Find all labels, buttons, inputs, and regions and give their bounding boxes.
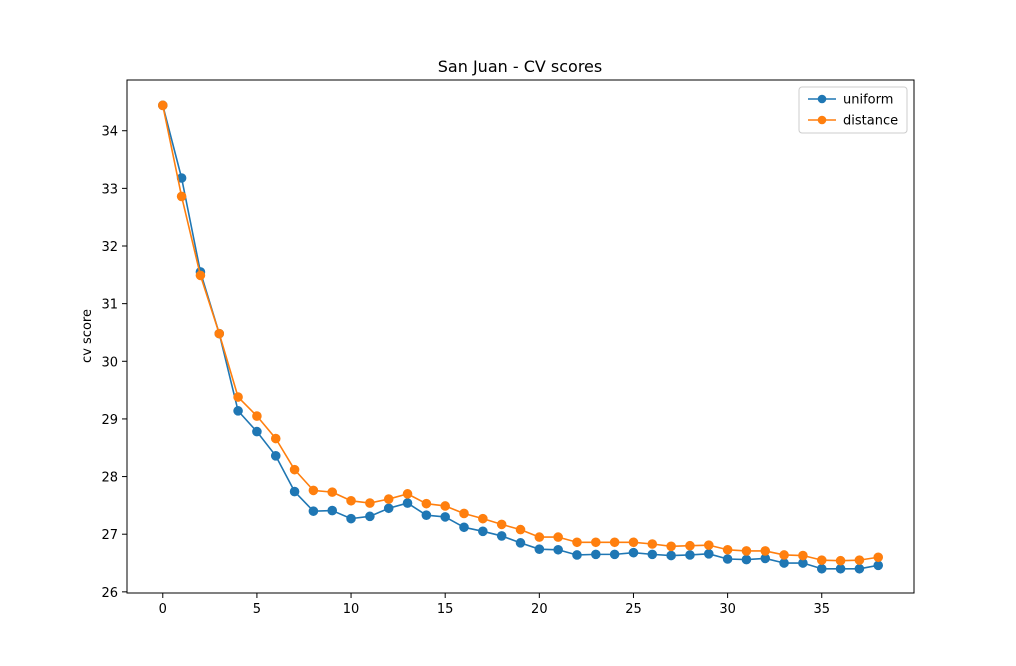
- data-point-distance: [214, 328, 225, 339]
- y-tick-label: 26: [101, 586, 118, 601]
- data-point-distance: [478, 513, 488, 524]
- data-point-distance: [346, 495, 356, 506]
- data-point-distance: [760, 546, 771, 556]
- x-tick-label: 30: [719, 602, 736, 617]
- data-point-distance: [327, 487, 338, 497]
- data-point-uniform: [609, 549, 620, 560]
- y-tick-label: 29: [101, 413, 118, 428]
- legend-label-distance: distance: [843, 114, 898, 129]
- data-point-distance: [835, 555, 846, 566]
- data-point-distance: [854, 555, 865, 565]
- data-point-uniform: [835, 563, 846, 574]
- data-point-uniform: [873, 560, 884, 571]
- x-tick-label: 0: [159, 602, 167, 617]
- data-point-uniform: [515, 538, 526, 548]
- data-point-distance: [365, 498, 375, 508]
- data-point-distance: [685, 540, 695, 551]
- data-point-distance: [572, 537, 582, 548]
- data-point-uniform: [685, 550, 695, 560]
- data-point-distance: [421, 498, 432, 509]
- data-point-uniform: [553, 544, 563, 555]
- data-point-distance: [233, 392, 243, 402]
- data-point-uniform: [854, 563, 865, 574]
- data-point-uniform: [666, 550, 676, 561]
- data-point-uniform: [496, 531, 507, 541]
- data-point-distance: [779, 550, 789, 560]
- data-point-distance: [402, 489, 413, 499]
- x-tick-label: 20: [531, 602, 548, 617]
- data-point-distance: [383, 494, 394, 504]
- x-tick-label: 15: [437, 602, 454, 617]
- data-point-uniform: [421, 510, 432, 520]
- data-point-uniform: [459, 522, 469, 533]
- data-point-distance: [798, 550, 808, 561]
- data-point-distance: [553, 532, 563, 542]
- data-point-distance: [440, 501, 450, 511]
- x-tick-label: 5: [253, 602, 261, 617]
- data-point-uniform: [440, 512, 450, 522]
- data-point-distance: [722, 544, 733, 555]
- data-point-distance: [591, 537, 601, 548]
- data-point-uniform: [270, 451, 281, 461]
- y-tick-label: 31: [101, 298, 118, 313]
- legend-label-uniform: uniform: [843, 93, 893, 108]
- data-point-distance: [703, 540, 714, 550]
- data-point-distance: [252, 411, 262, 421]
- data-point-distance: [515, 524, 526, 535]
- data-point-distance: [666, 541, 676, 552]
- data-point-uniform: [703, 549, 714, 559]
- data-point-uniform: [628, 547, 639, 558]
- data-point-uniform: [327, 505, 338, 516]
- data-point-uniform: [572, 550, 582, 560]
- y-tick-label: 28: [101, 471, 118, 486]
- legend: uniform distance: [798, 86, 908, 134]
- data-point-distance: [496, 519, 507, 530]
- data-point-uniform: [591, 549, 601, 560]
- y-tick-label: 34: [101, 125, 118, 140]
- data-point-uniform: [741, 554, 752, 565]
- data-point-uniform: [534, 544, 545, 554]
- chart-title: San Juan - CV scores: [438, 57, 602, 76]
- plot-area: 0 5 10 15 20 25 30 35 26 27 28 29 30 31 32 33 34: [101, 100, 884, 617]
- data-point-distance: [873, 552, 884, 563]
- data-point-distance: [647, 539, 658, 549]
- y-tick-label: 32: [101, 240, 118, 255]
- data-point-uniform: [346, 513, 356, 524]
- data-point-distance: [816, 555, 827, 565]
- x-tick-label: 35: [813, 602, 830, 617]
- y-tick-label: 27: [101, 528, 118, 543]
- x-tick-label: 10: [343, 602, 360, 617]
- data-point-uniform: [478, 526, 488, 537]
- x-tick-label: 25: [625, 602, 642, 617]
- data-point-uniform: [308, 506, 319, 516]
- legend-marker-uniform: [817, 94, 827, 104]
- data-point-uniform: [365, 511, 375, 522]
- y-tick-label: 33: [101, 182, 118, 197]
- data-point-uniform: [402, 498, 413, 508]
- data-point-distance: [741, 546, 752, 556]
- y-axis-label: cv score: [80, 309, 95, 363]
- data-point-uniform: [779, 558, 789, 568]
- data-point-distance: [459, 508, 469, 519]
- data-point-uniform: [647, 549, 658, 560]
- data-point-uniform: [289, 486, 300, 497]
- data-point-distance: [534, 532, 545, 542]
- data-point-uniform: [383, 503, 394, 514]
- data-point-distance: [270, 433, 281, 444]
- data-point-uniform: [722, 554, 733, 564]
- data-point-distance: [289, 464, 300, 475]
- data-point-distance: [195, 270, 206, 281]
- data-point-distance: [609, 537, 620, 548]
- axes-frame: [126, 79, 915, 594]
- data-point-distance: [176, 191, 187, 202]
- data-point-distance: [308, 485, 319, 496]
- data-point-distance: [157, 100, 168, 111]
- data-point-uniform: [233, 406, 243, 416]
- legend-marker-distance: [817, 115, 827, 125]
- data-point-uniform: [816, 563, 827, 574]
- data-point-distance: [628, 537, 639, 548]
- y-tick-label: 30: [101, 355, 118, 370]
- data-point-uniform: [252, 426, 262, 437]
